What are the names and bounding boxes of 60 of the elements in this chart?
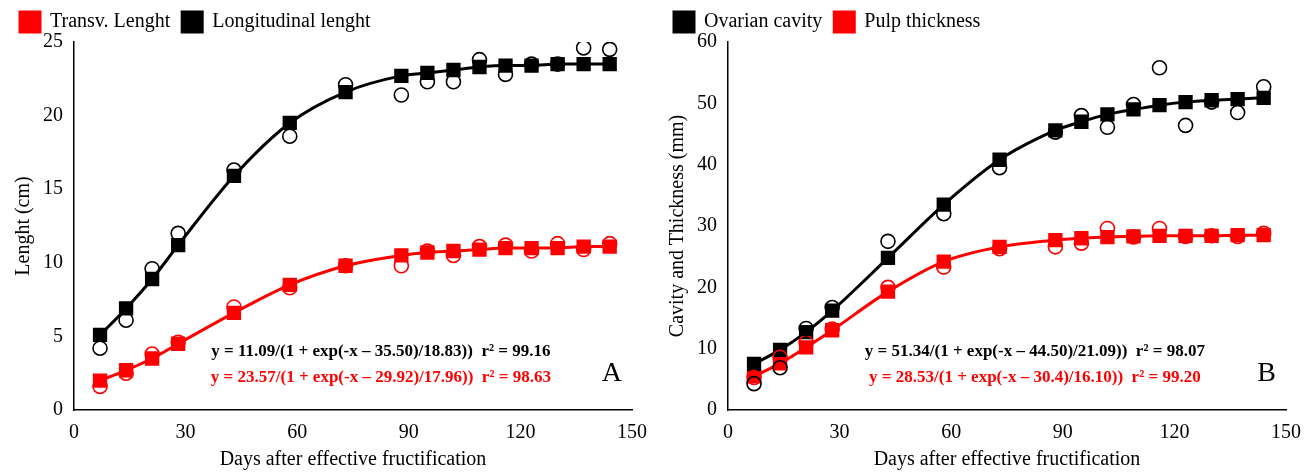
annotation: y = 28.53/(1 + exp(-x – 30.4)/16.10)) r² = 99.20 bbox=[869, 367, 1201, 387]
y-tick-label: 20 bbox=[43, 102, 63, 125]
point bbox=[1100, 107, 1115, 122]
y-tick-label: 10 bbox=[43, 250, 63, 273]
point bbox=[1151, 59, 1168, 76]
point bbox=[92, 340, 108, 356]
point bbox=[880, 250, 896, 266]
y-tick-label: 0 bbox=[707, 397, 717, 420]
x-axis-title: Days after effective fructification bbox=[219, 447, 487, 471]
point bbox=[1230, 91, 1245, 107]
point bbox=[602, 56, 617, 72]
x-tick-label: 120 bbox=[1159, 420, 1190, 443]
x-tick-label: 150 bbox=[1271, 420, 1301, 443]
point bbox=[1152, 98, 1167, 113]
legend-label: Longitudinal lenght bbox=[212, 9, 371, 33]
x-tick-label: 60 bbox=[287, 420, 308, 443]
point bbox=[1178, 94, 1193, 110]
y-tick-label: 15 bbox=[43, 176, 63, 199]
x-tick-label: 30 bbox=[829, 420, 850, 443]
point bbox=[281, 128, 298, 145]
y-tick-label: 0 bbox=[53, 397, 63, 420]
legend-label: Pulp thickness bbox=[864, 9, 981, 33]
y-tick-label: 5 bbox=[53, 323, 63, 346]
point bbox=[92, 327, 108, 343]
y-tick-label: 40 bbox=[697, 151, 717, 174]
x-tick-label: 0 bbox=[69, 420, 79, 443]
point bbox=[394, 68, 409, 84]
annotation: y = 51.34/(1 + exp(-x – 44.50)/21.09)) r² = 98.07 bbox=[864, 341, 1206, 361]
annotation: A bbox=[601, 356, 623, 388]
y-axis-title: Lenght (cm) bbox=[11, 176, 35, 276]
point bbox=[880, 233, 896, 250]
x-axis-title: Days after effective fructification bbox=[873, 447, 1141, 471]
x-tick-label: 0 bbox=[723, 420, 733, 443]
point bbox=[575, 42, 592, 56]
x-tick-label: 90 bbox=[398, 420, 419, 443]
point bbox=[1177, 117, 1194, 134]
point bbox=[282, 115, 297, 131]
point bbox=[1099, 119, 1116, 136]
point bbox=[576, 56, 591, 72]
point bbox=[772, 359, 788, 376]
point bbox=[601, 42, 618, 58]
x-tick-label: 150 bbox=[617, 420, 647, 443]
y-tick-label: 20 bbox=[697, 274, 717, 297]
x-tick-label: 90 bbox=[1052, 420, 1073, 443]
x-tick-label: 120 bbox=[505, 420, 536, 443]
point bbox=[798, 320, 814, 337]
y-axis-title: Cavity and Thickness (mm) bbox=[665, 114, 689, 338]
point bbox=[1229, 104, 1246, 121]
y-tick-label: 50 bbox=[697, 90, 717, 113]
y-tick-label: 10 bbox=[697, 335, 717, 358]
x-tick-label: 30 bbox=[175, 420, 196, 443]
annotation: B bbox=[1257, 356, 1276, 388]
annotation: y = 23.57/(1 + exp(-x – 29.92)/17.96)) r² = 98.63 bbox=[210, 367, 551, 387]
point bbox=[118, 301, 134, 316]
annotation: y = 11.09/(1 + exp(-x – 35.50)/18.83)) r² = 99.16 bbox=[211, 341, 551, 361]
point bbox=[746, 356, 762, 372]
x-tick-label: 60 bbox=[941, 420, 962, 443]
point bbox=[393, 87, 410, 103]
point bbox=[746, 375, 762, 392]
y-tick-label: 30 bbox=[697, 213, 717, 236]
